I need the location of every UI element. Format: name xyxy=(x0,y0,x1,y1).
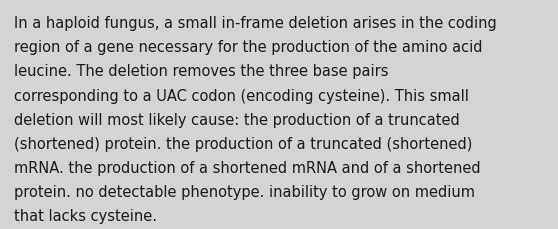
Text: region of a gene necessary for the production of the amino acid: region of a gene necessary for the produ… xyxy=(14,40,483,55)
Text: corresponding to a UAC codon (encoding cysteine). This small: corresponding to a UAC codon (encoding c… xyxy=(14,88,469,103)
Text: (shortened) protein. the production of a truncated (shortened): (shortened) protein. the production of a… xyxy=(14,136,472,151)
Text: that lacks cysteine.: that lacks cysteine. xyxy=(14,208,157,223)
Text: In a haploid fungus, a small in-frame deletion arises in the coding: In a haploid fungus, a small in-frame de… xyxy=(14,16,497,31)
Text: deletion will most likely cause: the production of a truncated: deletion will most likely cause: the pro… xyxy=(14,112,460,127)
Text: mRNA. the production of a shortened mRNA and of a shortened: mRNA. the production of a shortened mRNA… xyxy=(14,160,480,175)
Text: protein. no detectable phenotype. inability to grow on medium: protein. no detectable phenotype. inabil… xyxy=(14,184,475,199)
Text: leucine. The deletion removes the three base pairs: leucine. The deletion removes the three … xyxy=(14,64,388,79)
